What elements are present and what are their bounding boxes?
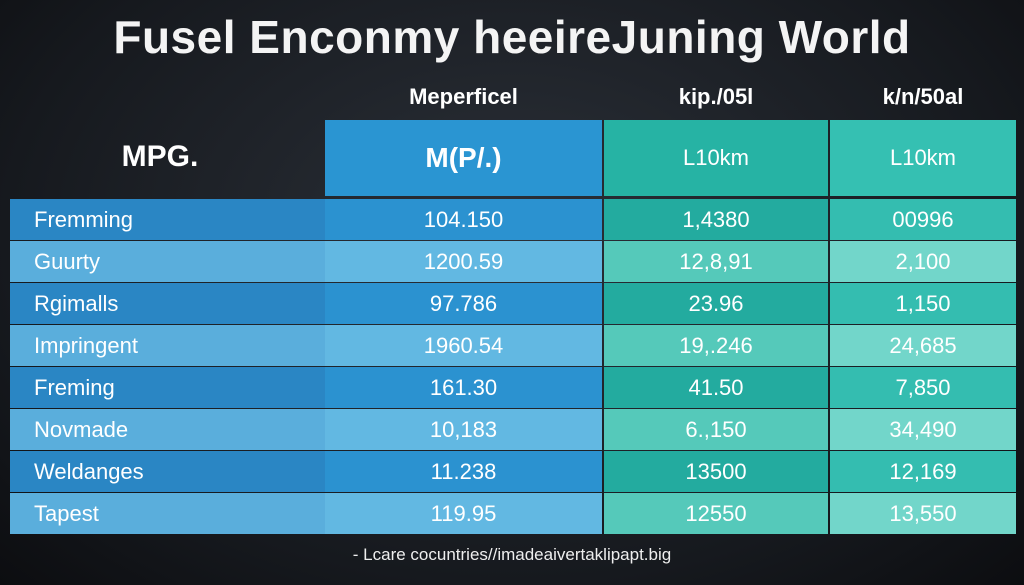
table-cell: 12,169 — [830, 451, 1016, 492]
column-header: k/n/50al — [882, 84, 964, 109]
row-label: Freming — [10, 367, 325, 408]
table-cell: 13500 — [604, 451, 828, 492]
table-cell: 97.786 — [325, 283, 602, 324]
row-label: Tapest — [10, 493, 325, 534]
table-cell: 00996 — [830, 199, 1016, 240]
column-header: Meperficel — [409, 84, 518, 109]
table-cell: 12,8,91 — [604, 241, 828, 282]
table-cell: 34,490 — [830, 409, 1016, 450]
table-cell: 1,150 — [830, 283, 1016, 324]
table-cell: 12550 — [604, 493, 828, 534]
table-cell: 1200.59 — [325, 241, 602, 282]
unit-header: M(P/.) — [325, 120, 602, 196]
footer-note: - Lcare cocuntries//imadeaivertaklipapt.… — [352, 545, 672, 564]
row-label: Guurty — [10, 241, 325, 282]
table-cell: 11.238 — [325, 451, 602, 492]
table-cell: 104.150 — [325, 199, 602, 240]
unit-header: L10km — [604, 120, 828, 196]
table-cell: 2,100 — [830, 241, 1016, 282]
table-cell: 19,.246 — [604, 325, 828, 366]
table-cell: 7,850 — [830, 367, 1016, 408]
table-cell: 24,685 — [830, 325, 1016, 366]
row-label-header: MPG. — [121, 140, 199, 173]
table-cell: 10,183 — [325, 409, 602, 450]
table-cell: 23.96 — [604, 283, 828, 324]
row-label: Novmade — [10, 409, 325, 450]
table-cell: 119.95 — [325, 493, 602, 534]
row-label: Fremming — [10, 199, 325, 240]
row-label: Weldanges — [10, 451, 325, 492]
row-label: Rgimalls — [10, 283, 325, 324]
table-cell: 13,550 — [830, 493, 1016, 534]
table-cell: 6.,150 — [604, 409, 828, 450]
column-header: kip./05l — [678, 84, 754, 109]
table-cell: 41.50 — [604, 367, 828, 408]
table-cell: 1960.54 — [325, 325, 602, 366]
table-cell: 1,4380 — [604, 199, 828, 240]
row-label: Impringent — [10, 325, 325, 366]
title: Fusel Enconmy heeireJuning World — [113, 11, 911, 63]
table-cell: 161.30 — [325, 367, 602, 408]
unit-header: L10km — [830, 120, 1016, 196]
